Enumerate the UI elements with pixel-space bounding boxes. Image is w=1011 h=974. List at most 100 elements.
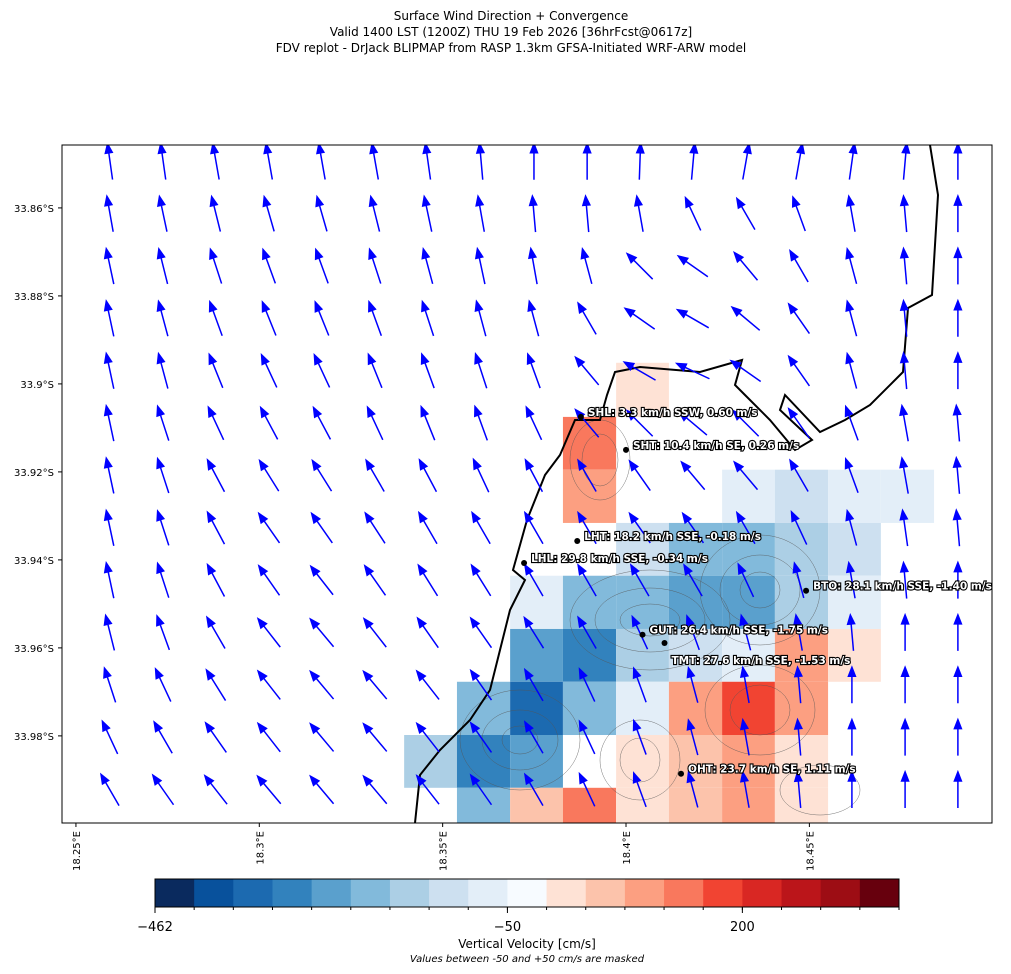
wind-arrow [730, 305, 761, 331]
wind-arrow [792, 561, 805, 599]
wind-arrow [677, 410, 708, 436]
wind-arrow [262, 247, 277, 284]
wind-arrow [208, 299, 223, 336]
colorbar-swatch [507, 879, 548, 907]
station-label: LHT: 18.2 km/h SSE, -0.18 m/s [584, 531, 761, 543]
wind-arrow [415, 721, 440, 753]
convergence-cell [668, 681, 723, 736]
colorbar-tick-label: 200 [730, 920, 755, 935]
colorbar-swatch [781, 879, 822, 907]
wind-arrow [635, 145, 645, 180]
wind-arrow [633, 194, 644, 232]
wind-arrow [256, 617, 281, 648]
wind-arrow [899, 246, 909, 285]
wind-arrow [733, 460, 759, 491]
wind-arrow [577, 458, 597, 492]
wind-arrow [735, 196, 756, 231]
wind-arrow [475, 194, 486, 232]
wind-arrow [582, 145, 592, 180]
wind-arrow [263, 145, 274, 180]
wind-arrow [680, 460, 706, 491]
colorbar-frame [154, 878, 900, 908]
wind-arrow [899, 298, 909, 337]
wind-arrow [845, 299, 858, 337]
wind-arrow [789, 458, 809, 492]
wind-arrow [103, 666, 117, 703]
wind-arrow [953, 351, 963, 390]
wind-arrow [632, 718, 647, 755]
wind-arrow [103, 299, 115, 337]
wind-arrow [368, 299, 383, 336]
wind-arrow [733, 251, 759, 281]
colorbar-swatch [624, 879, 665, 907]
station-point [639, 631, 646, 638]
wind-arrow [470, 563, 492, 597]
y-tick-label: 33.86°S [14, 204, 54, 215]
wind-arrow [675, 308, 710, 329]
wind-arrow [156, 404, 170, 441]
wind-arrow [953, 717, 963, 756]
wind-arrow [787, 407, 811, 439]
colorbar-swatch [468, 879, 508, 907]
wind-arrow [793, 717, 803, 756]
wind-arrow [523, 720, 544, 754]
convergence-cell [722, 628, 775, 682]
wind-arrow [469, 668, 493, 701]
wind-arrow [101, 719, 119, 755]
y-tick-label: 33.9°S [20, 380, 54, 391]
colorbar-swatch [859, 879, 900, 907]
convergence-cell [562, 469, 617, 523]
convergence-cell [668, 787, 723, 823]
wind-arrow [623, 307, 656, 330]
wind-arrow [735, 510, 756, 545]
wind-arrow [368, 194, 381, 232]
wind-arrow [206, 510, 226, 545]
station-label: OHT: 23.7 km/h SE, 1.11 m/s [688, 764, 856, 776]
convergence-cell [562, 416, 617, 470]
wind-arrow [415, 669, 440, 700]
wind-arrow [309, 564, 334, 596]
wind-arrow [259, 405, 279, 440]
y-tick-label: 33.98°S [14, 732, 54, 743]
x-tick-label: 18.25°E [72, 831, 83, 871]
colorbar-swatch [546, 879, 587, 907]
wind-arrow [686, 665, 699, 703]
wind-arrow [787, 302, 811, 334]
wind-arrow [793, 613, 803, 651]
wind-arrow [899, 456, 909, 494]
colorbar-swatch [155, 879, 195, 907]
wind-arrow [844, 404, 859, 441]
wind-arrow [309, 774, 335, 805]
wind-arrow [577, 615, 597, 649]
wind-arrow [952, 403, 962, 442]
wind-arrow [156, 561, 170, 598]
wind-arrow [622, 361, 656, 381]
wind-arrow [474, 352, 488, 389]
wind-arrow [899, 403, 909, 442]
wind-arrow [844, 457, 859, 494]
wind-arrow [154, 667, 172, 702]
wind-arrow [953, 194, 963, 233]
convergence-cell [774, 628, 829, 682]
wind-arrow [953, 145, 963, 180]
station-label: GUT: 26.4 km/h SSE, -1.75 m/s [650, 625, 828, 637]
wind-arrow [103, 456, 115, 494]
wind-arrow [683, 563, 703, 597]
wind-arrow [847, 665, 857, 704]
wind-arrow [104, 145, 114, 180]
wind-arrow [525, 405, 543, 441]
station-label: SHL: 3.3 km/h SSW, 0.60 m/s [588, 407, 758, 419]
wind-arrow [523, 772, 544, 806]
wind-arrow [528, 194, 538, 233]
station-label: BTO: 28.1 km/h SSE, -1.40 m/s [813, 581, 992, 593]
convergence-cell [828, 469, 881, 523]
wind-arrow [845, 194, 856, 232]
convergence-cell [722, 469, 775, 523]
convergence-cell [722, 735, 775, 788]
wind-arrow [739, 613, 752, 651]
wind-arrow [632, 666, 647, 703]
x-tick-label: 18.45°E [805, 831, 816, 871]
wind-arrow [311, 458, 333, 492]
x-tick-label: 18.4°E [622, 831, 633, 865]
